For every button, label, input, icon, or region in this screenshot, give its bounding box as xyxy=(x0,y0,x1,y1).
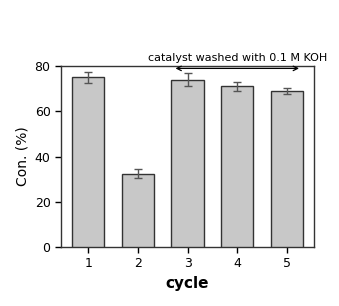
Bar xyxy=(72,77,104,247)
Bar xyxy=(122,174,154,247)
Bar xyxy=(271,91,303,247)
Bar xyxy=(221,87,253,247)
X-axis label: cycle: cycle xyxy=(166,276,210,291)
Y-axis label: Con. (%): Con. (%) xyxy=(15,127,29,186)
Bar xyxy=(172,80,204,247)
Text: catalyst washed with 0.1 M KOH: catalyst washed with 0.1 M KOH xyxy=(147,53,327,63)
